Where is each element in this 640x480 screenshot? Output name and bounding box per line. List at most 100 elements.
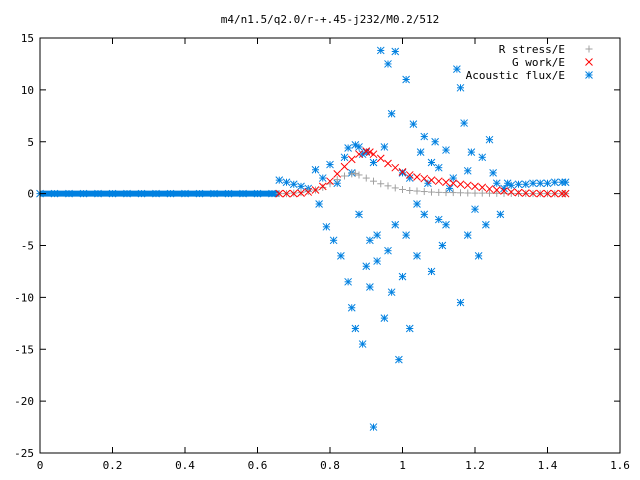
- data-point: [355, 171, 363, 179]
- data-point: [239, 189, 247, 198]
- data-point: [457, 189, 464, 197]
- data-point: [434, 177, 443, 186]
- data-point: [471, 189, 479, 197]
- data-point: [322, 222, 331, 231]
- data-point: [561, 189, 570, 198]
- data-point: [344, 277, 352, 286]
- data-point: [318, 174, 327, 182]
- data-point: [387, 109, 396, 118]
- data-point: [289, 189, 298, 198]
- data-point: [550, 178, 559, 187]
- data-point: [137, 189, 146, 198]
- data-point: [376, 46, 385, 55]
- data-point: [355, 150, 363, 159]
- y-tick-label: 15: [21, 32, 34, 45]
- x-tick-label: 0.4: [175, 459, 195, 472]
- data-point: [377, 180, 385, 188]
- data-point: [341, 172, 348, 180]
- data-point: [405, 324, 414, 333]
- data-point: [387, 288, 396, 297]
- y-tick-label: 5: [27, 136, 34, 149]
- data-point: [456, 180, 465, 189]
- data-point: [453, 65, 461, 73]
- data-point: [449, 179, 458, 188]
- data-point: [489, 169, 497, 177]
- legend-marker: [585, 71, 593, 79]
- data-point: [467, 148, 476, 156]
- data-point: [456, 298, 465, 307]
- data-point: [224, 189, 233, 198]
- data-point: [282, 178, 291, 187]
- data-point: [289, 180, 298, 189]
- data-point: [398, 169, 407, 177]
- data-point: [362, 148, 371, 156]
- data-point: [413, 187, 421, 195]
- data-point: [123, 189, 131, 198]
- data-point: [431, 137, 439, 146]
- data-point: [373, 257, 381, 265]
- data-point: [434, 163, 443, 172]
- data-point: [427, 158, 436, 167]
- data-point: [297, 189, 305, 197]
- data-point: [471, 182, 479, 191]
- data-point: [420, 188, 428, 196]
- data-point: [329, 236, 338, 245]
- legend-marker: [585, 58, 593, 66]
- data-point: [275, 176, 284, 184]
- data-point: [442, 146, 450, 154]
- data-point: [529, 179, 537, 188]
- data-point: [464, 189, 472, 197]
- data-point: [536, 179, 545, 188]
- data-point: [282, 189, 291, 198]
- data-point: [442, 189, 450, 197]
- data-point: [543, 189, 552, 198]
- data-point: [384, 182, 392, 190]
- data-point: [358, 340, 367, 348]
- data-point: [311, 165, 320, 174]
- data-point: [369, 423, 378, 431]
- legend-marker: [585, 45, 593, 53]
- plot-marks: [36, 46, 570, 431]
- chart-title: m4/n1.5/q2.0/r-+.45-j232/M0.2/512: [221, 13, 440, 26]
- data-point: [521, 189, 530, 197]
- data-point: [355, 210, 363, 219]
- series-1: [275, 147, 570, 198]
- data-point: [50, 189, 59, 198]
- y-tick-label: 0: [27, 188, 34, 201]
- data-point: [399, 185, 406, 193]
- data-point: [210, 189, 218, 198]
- data-point: [405, 171, 414, 179]
- data-point: [463, 181, 472, 190]
- data-point: [366, 148, 374, 156]
- data-point: [507, 181, 516, 190]
- data-point: [355, 143, 363, 151]
- data-point: [333, 176, 341, 184]
- data-point: [380, 143, 389, 151]
- data-point: [500, 187, 508, 195]
- x-tick-label: 1.6: [610, 459, 630, 472]
- data-point: [366, 283, 374, 291]
- data-point: [460, 119, 468, 127]
- data-point: [333, 170, 342, 178]
- legend-label: R stress/E: [499, 43, 565, 56]
- data-point: [449, 189, 457, 197]
- data-point: [376, 154, 385, 163]
- data-point: [166, 189, 175, 198]
- data-point: [398, 272, 407, 281]
- data-point: [428, 188, 435, 196]
- data-point: [463, 166, 472, 175]
- data-point: [445, 184, 454, 193]
- data-point: [373, 231, 381, 239]
- data-point: [427, 267, 436, 276]
- data-point: [195, 189, 204, 198]
- data-point: [326, 160, 334, 169]
- data-point: [362, 174, 370, 182]
- data-point: [409, 120, 418, 128]
- data-point: [514, 180, 523, 189]
- data-point: [391, 184, 399, 192]
- data-point: [391, 47, 400, 56]
- data-point: [398, 167, 407, 176]
- data-point: [318, 182, 327, 191]
